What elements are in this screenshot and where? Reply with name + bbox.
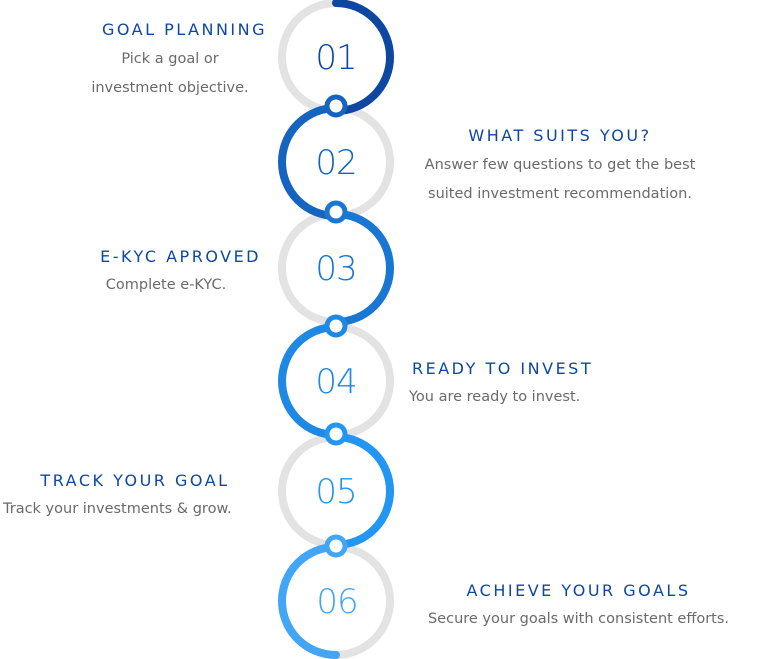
step-description-5-line-1: Track your investments & grow.	[3, 501, 232, 517]
step-title-achieve-your-goals: ACHIEVE YOUR GOALS	[466, 581, 691, 600]
step-ring-arc-1	[332, 0, 394, 115]
step-description-4-line-1: You are ready to invest.	[409, 389, 581, 405]
step-connector-node-4	[324, 422, 348, 446]
step-ring-arc-3	[332, 210, 394, 326]
step-description-6-line-1: Secure your goals with consistent effort…	[427, 611, 730, 627]
step-title-goal-planning: GOAL PLANNING	[101, 20, 267, 39]
step-number-04: 04	[315, 362, 357, 402]
step-description-2-line-1: Answer few questions to get the best	[424, 157, 696, 173]
step-ring-arc-6	[278, 543, 340, 659]
step-number-03: 03	[315, 249, 357, 289]
step-description-1-line-1: Pick a goal or	[121, 51, 219, 67]
step-number-02: 02	[315, 143, 357, 183]
step-number-06: 06	[316, 582, 358, 622]
step-ring-arc-2	[278, 104, 340, 220]
step-connector-node-3	[324, 314, 348, 338]
step-number-01: 01	[315, 38, 357, 78]
step-number-05: 05	[315, 472, 357, 512]
step-ring-arc-4	[278, 323, 340, 439]
step-description-2-line-2: suited investment recommendation.	[428, 186, 692, 202]
step-connector-node-1	[324, 94, 348, 118]
step-description-3-line-1: Complete e-KYC.	[105, 277, 227, 293]
step-description-1-line-2: investment objective.	[91, 80, 249, 96]
step-title-e-kyc-aproved: E-KYC APROVED	[100, 247, 261, 266]
step-ring-arc-5	[332, 433, 394, 549]
step-title-what-suits-you: WHAT SUITS YOU?	[468, 126, 652, 145]
step-title-ready-to-invest: READY TO INVEST	[412, 359, 594, 378]
step-title-track-your-goal: TRACK YOUR GOAL	[40, 471, 230, 490]
step-connector-node-5	[324, 534, 348, 558]
step-connector-node-2	[324, 200, 348, 224]
